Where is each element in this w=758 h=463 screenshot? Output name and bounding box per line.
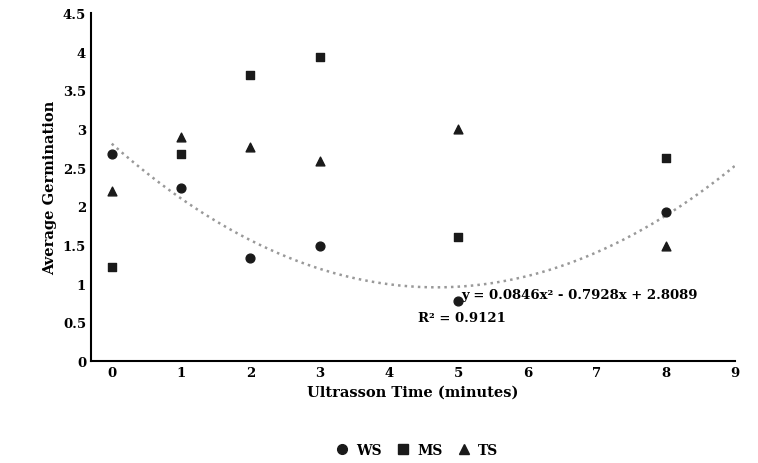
Point	[660, 243, 672, 250]
Point	[105, 263, 117, 271]
Point	[175, 151, 187, 159]
X-axis label: Ultrasson Time (minutes): Ultrasson Time (minutes)	[308, 384, 518, 399]
Point	[314, 243, 326, 250]
Text: R² = 0.9121: R² = 0.9121	[418, 311, 506, 324]
Point	[314, 158, 326, 166]
Text: y = 0.0846x² - 0.7928x + 2.8089: y = 0.0846x² - 0.7928x + 2.8089	[462, 288, 698, 301]
Point	[452, 234, 464, 241]
Point	[660, 155, 672, 162]
Point	[452, 297, 464, 305]
Point	[105, 188, 117, 195]
Legend: WS, MS, TS: WS, MS, TS	[322, 438, 504, 463]
Point	[244, 72, 256, 79]
Point	[314, 54, 326, 62]
Y-axis label: Average Germination: Average Germination	[43, 100, 58, 275]
Point	[452, 126, 464, 133]
Point	[244, 144, 256, 151]
Point	[175, 134, 187, 141]
Point	[660, 208, 672, 216]
Point	[105, 151, 117, 159]
Point	[175, 185, 187, 193]
Point	[244, 255, 256, 262]
